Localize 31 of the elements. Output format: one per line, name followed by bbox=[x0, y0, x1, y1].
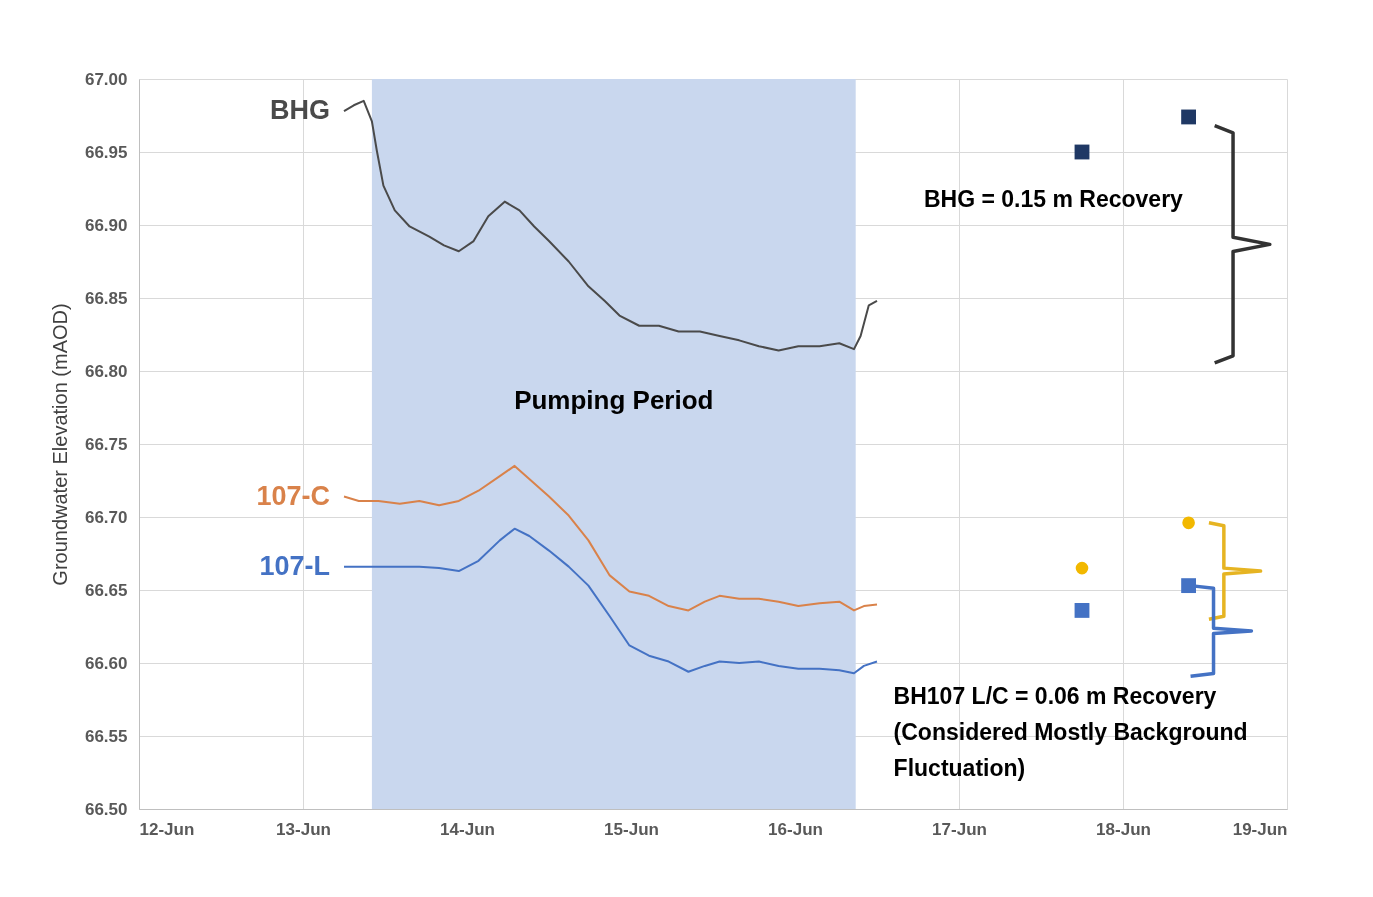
point bbox=[1181, 578, 1197, 594]
x-tick-label: 12-Jun bbox=[139, 819, 195, 839]
x-tick-label: 15-Jun bbox=[604, 819, 659, 839]
x-tick-label: 18-Jun bbox=[1096, 819, 1151, 839]
x-tick-label: 14-Jun bbox=[440, 819, 495, 839]
point bbox=[1074, 603, 1090, 618]
y-tick-label: 66.60 bbox=[84, 653, 128, 673]
annotation: BH107 L/C = 0.06 m Recovery (Considered Mostly Background Fluctuation) bbox=[893, 682, 1248, 781]
y-tick-label: 66.80 bbox=[84, 361, 128, 381]
x-tick-label: 17-Jun bbox=[932, 819, 987, 839]
y-tick-label: 66.95 bbox=[84, 142, 128, 162]
x-tick-label: 16-Jun bbox=[768, 819, 823, 839]
band-label: Pumping Period bbox=[514, 385, 714, 415]
y-tick-label: 67.00 bbox=[84, 69, 128, 89]
series-label: BHG bbox=[270, 95, 330, 126]
series-label: 107-L bbox=[259, 550, 330, 581]
y-tick-label: 66.90 bbox=[84, 215, 128, 235]
y-tick-label: 66.55 bbox=[84, 726, 128, 746]
y-tick-label: 66.85 bbox=[84, 288, 128, 308]
point bbox=[1181, 109, 1197, 125]
y-tick-label: 66.75 bbox=[84, 434, 128, 454]
x-tick-label: 19-Jun bbox=[1232, 819, 1288, 839]
y-tick-label: 66.50 bbox=[84, 799, 128, 819]
x-tick-label: 13-Jun bbox=[276, 819, 331, 839]
series-label: 107-C bbox=[256, 480, 330, 511]
annotation: BHG = 0.15 m Recovery bbox=[924, 186, 1184, 212]
y-axis-title: Groundwater Elevation (mAOD) bbox=[48, 303, 71, 586]
point bbox=[1182, 516, 1195, 530]
y-tick-label: 66.70 bbox=[84, 507, 128, 527]
y-tick-label: 66.65 bbox=[84, 580, 128, 600]
point bbox=[1075, 561, 1089, 575]
